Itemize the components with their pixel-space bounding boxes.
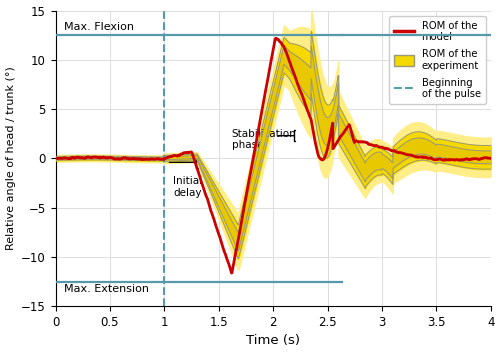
X-axis label: Time (s): Time (s) xyxy=(246,334,300,347)
Text: Max. Flexion: Max. Flexion xyxy=(64,22,134,32)
Y-axis label: Relative angle of head / trunk (°): Relative angle of head / trunk (°) xyxy=(6,66,16,250)
Legend: ROM of the
model, ROM of the
experiment, Beginning
of the pulse: ROM of the model, ROM of the experiment,… xyxy=(388,16,486,104)
Text: Max. Extension: Max. Extension xyxy=(64,285,150,294)
Text: Stabilization
phase: Stabilization phase xyxy=(232,129,296,150)
Text: Initial
delay: Initial delay xyxy=(173,176,202,198)
